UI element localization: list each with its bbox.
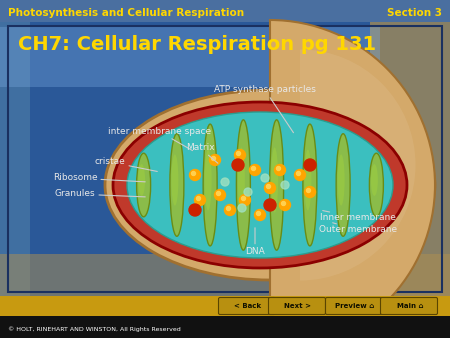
Circle shape bbox=[239, 194, 251, 206]
Ellipse shape bbox=[303, 124, 317, 246]
Wedge shape bbox=[300, 49, 415, 281]
Text: Main ⌂: Main ⌂ bbox=[397, 303, 423, 309]
Ellipse shape bbox=[170, 134, 184, 236]
Circle shape bbox=[255, 210, 266, 220]
Circle shape bbox=[226, 207, 230, 211]
Text: CH7: Cellular Respiration pg 131: CH7: Cellular Respiration pg 131 bbox=[18, 34, 376, 53]
Ellipse shape bbox=[113, 102, 407, 268]
Circle shape bbox=[234, 149, 246, 161]
Wedge shape bbox=[270, 20, 435, 338]
Text: Section 3: Section 3 bbox=[387, 8, 442, 18]
Circle shape bbox=[210, 154, 220, 166]
Circle shape bbox=[274, 165, 285, 175]
Text: Inner membrane: Inner membrane bbox=[320, 211, 396, 222]
Ellipse shape bbox=[238, 147, 245, 213]
Text: © HOLT, RINEHART AND WINSTON, All Rights Reserved: © HOLT, RINEHART AND WINSTON, All Rights… bbox=[8, 326, 181, 332]
Text: Next >: Next > bbox=[284, 303, 311, 309]
Circle shape bbox=[221, 178, 229, 186]
Ellipse shape bbox=[336, 134, 350, 236]
Bar bbox=[0, 254, 450, 296]
Circle shape bbox=[279, 199, 291, 211]
Circle shape bbox=[256, 212, 261, 216]
Ellipse shape bbox=[127, 112, 393, 258]
Circle shape bbox=[265, 183, 275, 193]
Text: inter membrane space: inter membrane space bbox=[108, 127, 212, 151]
Circle shape bbox=[244, 188, 252, 196]
Bar bbox=[0, 0, 450, 22]
Circle shape bbox=[264, 199, 276, 211]
Ellipse shape bbox=[203, 124, 217, 246]
Ellipse shape bbox=[105, 90, 435, 280]
Text: cristae: cristae bbox=[94, 158, 158, 171]
Circle shape bbox=[242, 196, 246, 200]
Ellipse shape bbox=[270, 120, 284, 250]
Bar bbox=[0, 22, 30, 296]
Circle shape bbox=[192, 171, 195, 175]
Ellipse shape bbox=[338, 154, 345, 206]
Circle shape bbox=[237, 151, 240, 155]
Ellipse shape bbox=[137, 153, 151, 217]
Circle shape bbox=[225, 204, 235, 216]
Circle shape bbox=[216, 192, 220, 195]
Circle shape bbox=[276, 167, 280, 170]
Text: Ribosome: Ribosome bbox=[53, 173, 145, 183]
Text: < Back: < Back bbox=[234, 303, 261, 309]
Bar bbox=[0, 22, 450, 296]
Text: Preview ⌂: Preview ⌂ bbox=[335, 303, 374, 309]
FancyBboxPatch shape bbox=[219, 297, 275, 314]
Bar bbox=[0, 296, 450, 316]
Text: Outer membrane: Outer membrane bbox=[319, 223, 397, 235]
Bar bbox=[370, 22, 450, 296]
Ellipse shape bbox=[236, 120, 250, 250]
Circle shape bbox=[282, 201, 285, 206]
FancyBboxPatch shape bbox=[269, 297, 325, 314]
Circle shape bbox=[189, 169, 201, 180]
Circle shape bbox=[304, 159, 316, 171]
Circle shape bbox=[252, 167, 256, 170]
Circle shape bbox=[306, 189, 310, 193]
Bar bbox=[0, 27, 380, 87]
Circle shape bbox=[261, 174, 269, 182]
Bar bbox=[0, 316, 450, 338]
FancyBboxPatch shape bbox=[325, 297, 382, 314]
Text: Matrix: Matrix bbox=[186, 144, 218, 163]
Circle shape bbox=[189, 204, 201, 216]
Circle shape bbox=[281, 181, 289, 189]
Ellipse shape bbox=[304, 149, 311, 211]
FancyBboxPatch shape bbox=[381, 297, 437, 314]
Text: Granules: Granules bbox=[55, 190, 145, 198]
Text: ATP synthase particles: ATP synthase particles bbox=[214, 86, 316, 133]
Ellipse shape bbox=[271, 147, 278, 213]
Ellipse shape bbox=[369, 153, 383, 217]
Circle shape bbox=[305, 187, 315, 197]
Circle shape bbox=[249, 165, 261, 175]
Text: DNA: DNA bbox=[245, 228, 265, 257]
Circle shape bbox=[197, 196, 201, 200]
Ellipse shape bbox=[171, 154, 178, 206]
Ellipse shape bbox=[138, 164, 145, 196]
Circle shape bbox=[238, 204, 246, 212]
Ellipse shape bbox=[205, 149, 211, 211]
Circle shape bbox=[212, 156, 216, 161]
Ellipse shape bbox=[371, 164, 378, 196]
Circle shape bbox=[194, 194, 206, 206]
Circle shape bbox=[215, 190, 225, 200]
Circle shape bbox=[232, 159, 244, 171]
Circle shape bbox=[266, 185, 270, 189]
Bar bbox=[8, 26, 442, 292]
Text: Photosynthesis and Cellular Respiration: Photosynthesis and Cellular Respiration bbox=[8, 8, 244, 18]
Circle shape bbox=[294, 169, 306, 180]
Circle shape bbox=[297, 171, 301, 175]
